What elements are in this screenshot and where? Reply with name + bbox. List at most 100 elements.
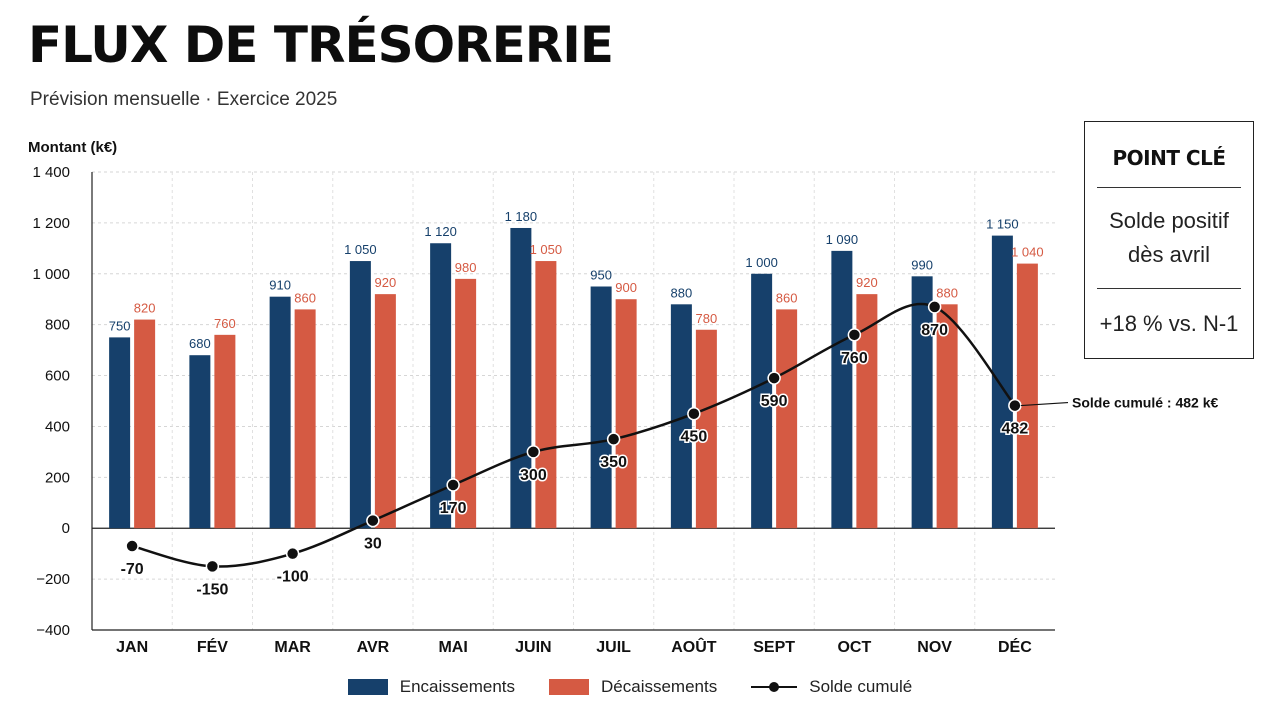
inflow-bar: [109, 337, 131, 529]
x-tick-label: MAR: [274, 639, 311, 656]
balance-value-label: 870: [921, 322, 948, 339]
outflow-bar: [535, 261, 557, 529]
x-tick-label: JUIN: [515, 639, 551, 656]
outflow-bar: [936, 304, 958, 529]
balance-value-label: 590: [761, 393, 788, 410]
outflow-value-label: 920: [375, 275, 397, 290]
outflow-value-label: 760: [214, 316, 236, 331]
outflow-value-label: 780: [696, 311, 718, 326]
x-tick-label: OCT: [837, 639, 871, 656]
y-tick-label: 0: [62, 520, 70, 537]
inflow-bar: [189, 355, 211, 529]
inflow-value-label: 1 120: [424, 224, 457, 239]
inflow-value-label: 910: [269, 278, 291, 293]
y-tick-label: 1 200: [32, 215, 70, 232]
y-tick-label: −400: [36, 622, 70, 639]
legend-item-outflows: Décaissements: [549, 677, 717, 697]
outflow-bar: [455, 278, 477, 529]
balance-point: [526, 445, 541, 459]
balance-line-group: [125, 300, 1022, 574]
outflow-bar: [214, 334, 236, 529]
balance-point: [847, 328, 862, 342]
outflow-bar: [374, 294, 396, 529]
inflow-value-label: 1 180: [505, 209, 538, 224]
legend-item-balance: Solde cumulé: [751, 677, 912, 697]
inflow-bar: [430, 243, 452, 529]
legend-label-balance: Solde cumulé: [809, 677, 913, 696]
balance-point: [606, 432, 621, 446]
x-tick-label: AOÛT: [671, 637, 717, 656]
outflow-bar: [776, 309, 798, 529]
key-point-title: POINT CLÉ: [1112, 146, 1226, 170]
annotation-leader-line: [1020, 401, 1069, 407]
outflow-value-label: 1 050: [530, 242, 563, 257]
outflow-bar: [856, 294, 878, 529]
balance-point: [927, 300, 942, 314]
chart-title: FLUX DE TRÉSORERIE: [28, 16, 614, 74]
outflow-bar: [1016, 263, 1038, 529]
balance-value-label: -70: [121, 561, 144, 578]
x-tick-label: SEPT: [753, 639, 795, 656]
balance-point: [767, 371, 781, 385]
bars: [109, 227, 1038, 529]
balance-value-label: 760: [841, 350, 868, 367]
y-tick-label: 1 400: [32, 164, 70, 181]
inflow-value-label: 1 050: [344, 242, 377, 257]
chart-legend: Encaissements Décaissements Solde cumulé: [0, 674, 1260, 700]
y-tick-label: −200: [36, 571, 70, 588]
outflow-value-label: 860: [776, 290, 798, 305]
legend-swatch-balance: [751, 679, 798, 695]
grid-lines: [92, 171, 1055, 631]
inflow-value-label: 1 090: [826, 232, 859, 247]
final-balance-annotation: Solde cumulé : 482 k€: [1072, 395, 1218, 411]
y-tick-label: 400: [45, 418, 70, 435]
key-point-divider: [1097, 288, 1241, 289]
y-tick-label: 800: [45, 317, 70, 334]
x-tick-label: MAI: [438, 639, 467, 656]
inflow-value-label: 990: [911, 257, 933, 272]
inflow-bar: [269, 296, 291, 529]
x-tick-label: JAN: [116, 639, 148, 656]
balance-point: [1008, 398, 1022, 413]
outflow-bar: [134, 319, 156, 529]
x-tick-label: FÉV: [197, 637, 228, 656]
x-tick-label: AVR: [357, 639, 390, 656]
outflow-value-label: 980: [455, 260, 477, 275]
inflow-bar: [831, 250, 853, 529]
inflow-bar: [911, 276, 933, 529]
balance-point: [285, 546, 300, 561]
inflow-value-label: 1 000: [745, 255, 778, 270]
balance-value-label: 350: [600, 454, 627, 471]
balance-value-label: -100: [277, 569, 309, 586]
key-point-box: POINT CLÉ Solde positif dès avril +18 % …: [1084, 121, 1254, 359]
y-tick-label: 200: [45, 469, 70, 486]
y-tick-label: 600: [45, 368, 70, 385]
balance-value-label: 30: [364, 536, 382, 553]
inflow-value-label: 680: [189, 336, 211, 351]
outflow-value-label: 900: [615, 280, 637, 295]
balance-value-label: 482: [1002, 421, 1029, 438]
legend-label-outflows: Décaissements: [601, 677, 718, 696]
outflow-value-label: 880: [936, 285, 958, 300]
inflow-bar: [670, 304, 692, 529]
x-tick-label: JUIL: [596, 639, 631, 656]
key-point-message: Solde positif dès avril: [1085, 204, 1253, 272]
y-axis-label: Montant (k€): [28, 139, 117, 156]
outflow-value-label: 1 040: [1011, 245, 1044, 260]
inflow-value-label: 750: [109, 318, 131, 333]
outflow-value-label: 920: [856, 275, 878, 290]
balance-point: [125, 539, 139, 553]
outflow-bar: [615, 299, 637, 529]
balance-point: [366, 513, 380, 528]
legend-item-inflows: Encaissements: [347, 677, 516, 697]
balance-point: [687, 406, 701, 421]
inflow-bar: [349, 261, 371, 529]
legend-label-inflows: Encaissements: [399, 677, 516, 696]
inflow-bar: [751, 273, 773, 529]
inflow-value-label: 950: [590, 268, 612, 283]
legend-swatch-outflows: [549, 679, 590, 695]
inflow-value-label: 1 150: [986, 217, 1019, 232]
axes: −400 −200 0 200 400 600 800 1 000 1 200 1 400 JAN F…: [32, 164, 1055, 656]
balance-point: [446, 478, 460, 492]
